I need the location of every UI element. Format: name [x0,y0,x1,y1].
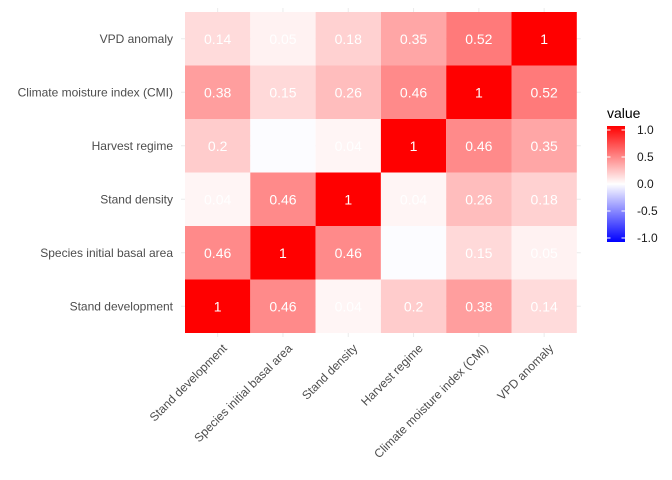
heatmap-cell [185,119,251,173]
cell-value-label: 0.38 [465,298,492,314]
y-tick-label: VPD anomaly [100,32,173,46]
y-tick-label: Harvest regime [92,139,174,153]
heatmap-cell [446,65,512,119]
heatmap-cell [511,279,577,333]
y-tick-label: Stand density [100,192,173,206]
legend-colorbar [607,126,625,242]
heatmap-cell [511,226,577,280]
cell-value-label: 0.46 [204,245,231,261]
cell-value-label: 0.38 [204,84,231,100]
x-tick-label: Stand density [299,341,360,402]
heatmap-cell [315,119,381,173]
heatmap-cell [315,226,381,280]
heatmap-cell [511,172,577,226]
cell-value-label: 0.46 [465,138,492,154]
cell-value-label: 0.04 [335,298,362,314]
cell-value-label: 1 [475,84,483,100]
x-tick-label: VPD anomaly [494,341,556,403]
heatmap-cell [380,12,447,66]
heatmap-cell [185,172,251,226]
heatmap-cell [380,172,447,226]
cell-value-label: 0.05 [531,245,558,261]
cell-value-label: 1 [410,138,418,154]
heatmap-cell [380,65,447,119]
x-tick-label: Climate moisture index (CMI) [371,341,491,461]
cell-value-label: 0.04 [204,191,231,207]
cell-value-labels: 1 0.46 0.04 0.2 0.38 0.14 0.46 1 0.46 0.15 0.05 0.0… [204,31,558,315]
heatmap-cell [315,12,381,66]
heatmap-cell [380,119,447,173]
cell-value-label: 0.05 [269,31,296,47]
heatmap-cell [185,279,251,333]
heatmap-cell [446,119,512,173]
y-tick-label: Climate moisture index (CMI) [18,85,173,99]
cell-value-label: 0.46 [269,298,296,314]
legend-ticks: 1.0 0.5 0.0 -0.5 -1.0 [607,123,658,245]
cell-value-label: 0.26 [335,84,362,100]
legend-tick-label: 1.0 [637,123,654,137]
heatmap-cell [511,119,577,173]
heatmap-cell [446,279,512,333]
cell-value-label: 0.14 [204,31,231,47]
legend-tick-label: 0.5 [637,150,654,164]
cell-value-label: 1 [540,31,548,47]
heatmap-cell [250,12,316,66]
heatmap-cell [185,65,251,119]
cell-value-label: 0.35 [400,31,427,47]
heatmap-cell [315,65,381,119]
cell-value-label: 1 [344,191,352,207]
cell-value-label: 0.04 [400,191,427,207]
heatmap-cell [315,172,381,226]
y-axis-tick-labels: Stand development Species initial basal a… [18,32,174,314]
legend-tick-label: -1.0 [637,231,658,245]
x-tick-label: Harvest regime [358,341,426,409]
heatmap-cell [446,172,512,226]
color-legend: value 1.0 0.5 0.0 -0.5 -1.0 [607,105,658,245]
legend-tick-label: -0.5 [637,204,658,218]
cell-value-label: 0.18 [531,191,558,207]
heatmap-cell [250,119,316,173]
cell-value-label: 0.46 [335,245,362,261]
heatmap-cell [250,172,316,226]
cell-value-label: 0.15 [269,84,296,100]
heatmap-cell [315,279,381,333]
cell-value-label: 0.14 [531,298,558,314]
heatmap-cell [446,226,512,280]
cell-value-label: 0.18 [335,31,362,47]
heatmap-cell [250,65,316,119]
cell-value-label: 0.2 [404,298,424,314]
cell-value-label: 1 [279,245,287,261]
heatmap-cell [250,279,316,333]
heatmap-cell [185,12,251,66]
cell-value-label: 0.52 [531,84,558,100]
cell-value-label: 0.04 [335,138,362,154]
heatmap-cells [185,12,577,333]
heatmap-cell [511,12,577,66]
cell-value-label: 0.15 [465,245,492,261]
cell-value-label: 0.2 [208,138,228,154]
heatmap-cell [511,65,577,119]
y-tick-label: Stand development [70,299,174,313]
heatmap-cell [250,226,316,280]
cell-value-label: 1 [214,298,222,314]
cell-value-label: 0.46 [400,84,427,100]
legend-title: value [607,105,641,121]
y-tick-label: Species initial basal area [40,246,173,260]
heatmap-cell [380,279,447,333]
heatmap-cell [446,12,512,66]
heatmap-cell [380,226,447,280]
cell-value-label: 0.46 [269,191,296,207]
cell-value-label: 0.26 [465,191,492,207]
cell-value-label: 0.35 [531,138,558,154]
heatmap-cell [185,226,251,280]
legend-tick-label: 0.0 [637,177,654,191]
cell-value-label: 0.52 [465,31,492,47]
